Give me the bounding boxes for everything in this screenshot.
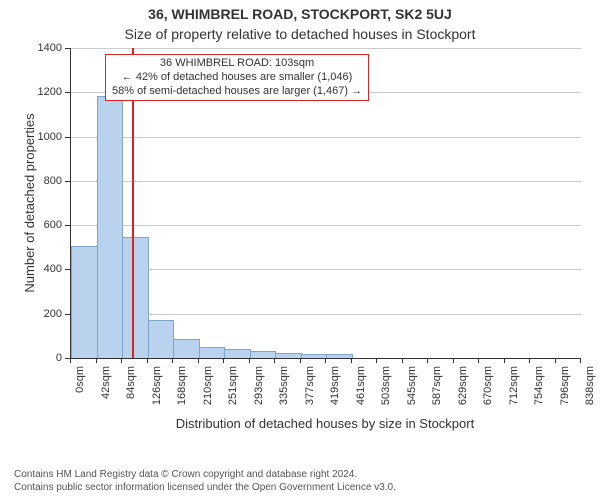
ytick-mark [65,48,70,49]
page-title-line2: Size of property relative to detached ho… [0,26,600,42]
xtick-label: 84sqm [125,366,137,416]
histogram-bar [250,351,277,358]
xtick-label: 503sqm [380,366,392,416]
ytick-mark [65,137,70,138]
ytick-label: 1400 [26,42,62,54]
histogram-bar [122,237,149,358]
xtick-mark [478,358,479,363]
marker-annotation: 36 WHIMBREL ROAD: 103sqm ← 42% of detach… [105,54,369,101]
xtick-label: 629sqm [457,366,469,416]
xtick-label: 712sqm [508,366,520,416]
xtick-mark [555,358,556,363]
histogram-bar [326,354,353,358]
histogram-bar [224,349,251,358]
gridline [71,137,581,138]
histogram-bar [301,354,328,358]
histogram-bar [148,320,175,358]
xtick-label: 838sqm [584,366,596,416]
xtick-mark [580,358,581,363]
x-axis-label: Distribution of detached houses by size … [70,416,580,431]
ytick-label: 1200 [26,86,62,98]
xtick-label: 545sqm [406,366,418,416]
xtick-mark [351,358,352,363]
xtick-label: 0sqm [74,366,86,416]
ytick-label: 400 [26,263,62,275]
xtick-mark [70,358,71,363]
xtick-label: 335sqm [278,366,290,416]
xtick-mark [300,358,301,363]
xtick-mark [172,358,173,363]
xtick-mark [274,358,275,363]
ytick-label: 1000 [26,131,62,143]
ytick-label: 0 [26,352,62,364]
xtick-mark [249,358,250,363]
annotation-line1: 36 WHIMBREL ROAD: 103sqm [112,57,362,71]
histogram-bar [71,246,98,358]
xtick-label: 587sqm [431,366,443,416]
footer-attribution: Contains HM Land Registry data © Crown c… [14,469,396,494]
xtick-label: 210sqm [202,366,214,416]
xtick-label: 461sqm [355,366,367,416]
xtick-label: 168sqm [176,366,188,416]
xtick-label: 419sqm [329,366,341,416]
annotation-line2: ← 42% of detached houses are smaller (1,… [112,71,362,85]
xtick-label: 42sqm [100,366,112,416]
footer-line2: Contains public sector information licen… [14,482,396,495]
xtick-mark [223,358,224,363]
xtick-label: 670sqm [482,366,494,416]
xtick-mark [376,358,377,363]
ytick-label: 200 [26,308,62,320]
xtick-mark [453,358,454,363]
ytick-label: 800 [26,175,62,187]
xtick-label: 293sqm [253,366,265,416]
page-title-line1: 36, WHIMBREL ROAD, STOCKPORT, SK2 5UJ [0,6,600,22]
xtick-label: 126sqm [151,366,163,416]
footer-line1: Contains HM Land Registry data © Crown c… [14,469,396,482]
ytick-mark [65,225,70,226]
ytick-mark [65,314,70,315]
ytick-mark [65,92,70,93]
xtick-mark [96,358,97,363]
xtick-label: 377sqm [304,366,316,416]
xtick-mark [402,358,403,363]
xtick-mark [147,358,148,363]
xtick-label: 754sqm [533,366,545,416]
ytick-mark [65,181,70,182]
ytick-label: 600 [26,219,62,231]
gridline [71,48,581,49]
histogram-bar [173,339,200,358]
gridline [71,225,581,226]
xtick-mark [325,358,326,363]
xtick-mark [529,358,530,363]
ytick-mark [65,269,70,270]
xtick-mark [504,358,505,363]
xtick-mark [198,358,199,363]
histogram-bar [275,353,302,358]
histogram-bar [199,347,226,358]
xtick-mark [427,358,428,363]
xtick-mark [121,358,122,363]
histogram-bar [97,96,124,358]
gridline [71,181,581,182]
xtick-label: 251sqm [227,366,239,416]
annotation-line3: 58% of semi-detached houses are larger (… [112,85,362,99]
xtick-label: 796sqm [559,366,571,416]
